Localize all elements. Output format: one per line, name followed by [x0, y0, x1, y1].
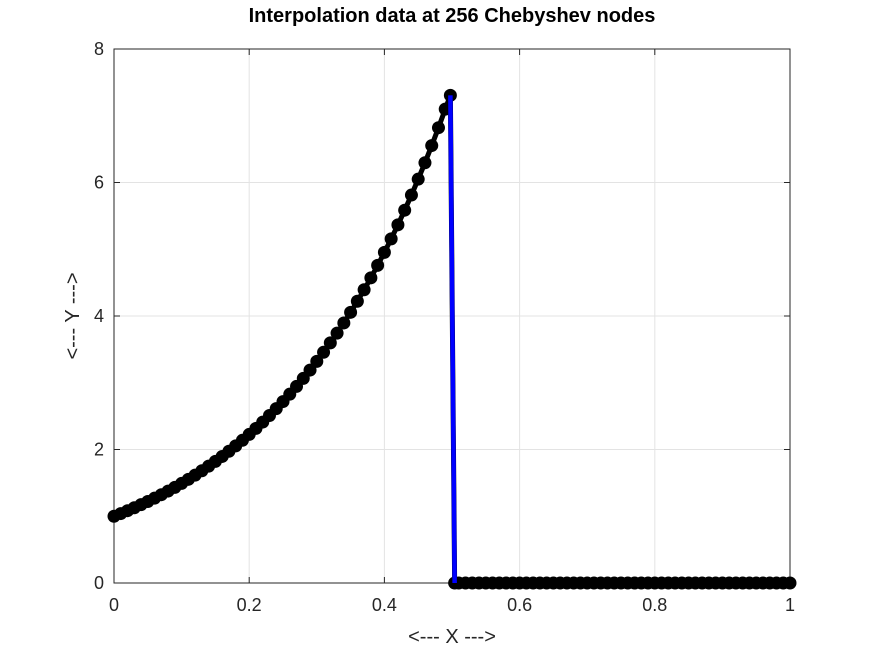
data-point	[411, 172, 425, 186]
data-point	[371, 258, 385, 272]
data-point	[344, 305, 358, 319]
data-point	[431, 121, 445, 135]
data-point	[350, 294, 364, 308]
y-axis-label: <--- Y --->	[62, 272, 84, 359]
data-point	[384, 232, 398, 246]
x-tick-label: 0.8	[642, 595, 667, 615]
data-point	[425, 139, 439, 153]
data-point	[310, 354, 324, 368]
x-tick-label: 0.2	[237, 595, 262, 615]
data-point	[783, 576, 797, 590]
x-tick-label: 0	[109, 595, 119, 615]
y-tick-label: 0	[94, 573, 104, 593]
data-point	[337, 316, 351, 330]
data-point	[357, 283, 371, 297]
x-axis-label: <--- X --->	[408, 626, 496, 648]
data-point	[418, 156, 432, 170]
data-point	[391, 218, 405, 232]
y-tick-label: 6	[94, 173, 104, 193]
y-tick-label: 4	[94, 306, 104, 326]
data-point	[377, 245, 391, 259]
chart-title: Interpolation data at 256 Chebyshev node…	[249, 5, 656, 27]
data-point	[317, 345, 331, 359]
ticks: 0 0.2 0.4 0.6 0.8 1 0 2 4 6 8	[94, 39, 795, 615]
y-tick-label: 2	[94, 440, 104, 460]
series-line	[448, 95, 457, 584]
data-point	[323, 336, 337, 350]
x-tick-label: 0.4	[372, 595, 397, 615]
data-point	[330, 326, 344, 340]
data-point	[364, 271, 378, 285]
y-tick-label: 8	[94, 39, 104, 59]
x-tick-label: 0.6	[507, 595, 532, 615]
series	[107, 88, 797, 590]
data-point	[398, 203, 412, 217]
x-tick-label: 1	[785, 595, 795, 615]
data-point	[404, 188, 418, 202]
